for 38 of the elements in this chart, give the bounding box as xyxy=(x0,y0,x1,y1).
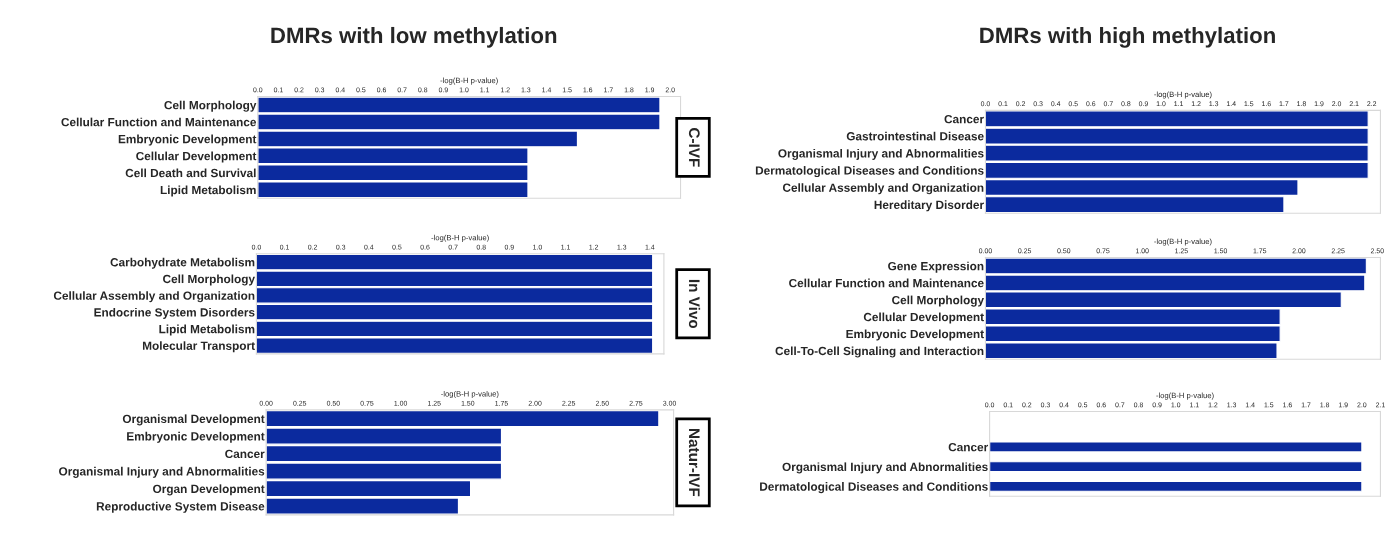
y-tick-label: Embryonic Development xyxy=(846,329,984,341)
y-tick-label: Embryonic Development xyxy=(127,431,265,443)
y-tick-label: Hereditary Disorder xyxy=(874,200,984,212)
y-tick-label: Dermatological Diseases and Conditions xyxy=(760,482,988,494)
y-tick-label: Reproductive System Disease xyxy=(96,501,265,513)
y-tick-label: Dermatological Diseases and Conditions xyxy=(755,166,984,178)
y-tick-label: Cell Death and Survival xyxy=(125,168,256,178)
y-tick-label: Cell Morphology xyxy=(164,100,257,112)
y-tick-label: Cellular Assembly and Organization xyxy=(782,183,984,195)
y-tick-label: Cancer xyxy=(948,442,989,452)
text: In Vivo xyxy=(688,279,701,329)
y-tick-label: Cellular Assembly and Organization xyxy=(53,291,255,303)
y-tick-label: Lipid Metabolism xyxy=(160,185,256,197)
y-tick-label: Molecular Transport xyxy=(142,341,255,353)
y-tick-label: Endocrine System Disorders xyxy=(94,307,255,319)
y-tick-label: Cell-To-Cell Signaling and Interaction xyxy=(775,346,984,358)
y-tick-label: Gene Expression xyxy=(888,261,984,273)
y-tick-label: Embryonic Development xyxy=(118,134,257,146)
y-tick-label: Cellular Function and Maintenance xyxy=(61,117,257,127)
y-tick-label: Cellular Function and Maintenance xyxy=(789,278,984,288)
y-tick-label: Organismal Injury and Abnormalities xyxy=(59,466,265,478)
y-tick-label: Organismal Injury and Abnormalities xyxy=(782,462,988,474)
y-tick-label: Lipid Metabolism xyxy=(159,324,255,336)
y-tick-label: Cellular Development xyxy=(863,312,984,324)
y-tick-label: Cell Morphology xyxy=(163,274,255,286)
y-tick-label: Organ Development xyxy=(153,484,265,496)
text: Natur-IVF xyxy=(688,429,700,497)
y-tick-label: Organismal Development xyxy=(122,414,265,426)
text: C-IVF xyxy=(688,128,700,167)
y-tick-label: Cancer xyxy=(944,114,984,124)
y-tick-label: Organismal Injury and Abnormalities xyxy=(778,148,984,160)
y-tick-label: Gastrointestinal Disease xyxy=(846,131,984,141)
y-tick-label: Cancer xyxy=(225,449,265,459)
y-tick-label: Cellular Development xyxy=(136,151,257,163)
chart-title: DMRs with high methylation xyxy=(980,26,1275,48)
y-tick-label: Cell Morphology xyxy=(892,295,984,307)
y-tick-label: Carbohydrate Metabolism xyxy=(110,257,255,269)
chart-title: DMRs with low methylation xyxy=(271,26,557,48)
